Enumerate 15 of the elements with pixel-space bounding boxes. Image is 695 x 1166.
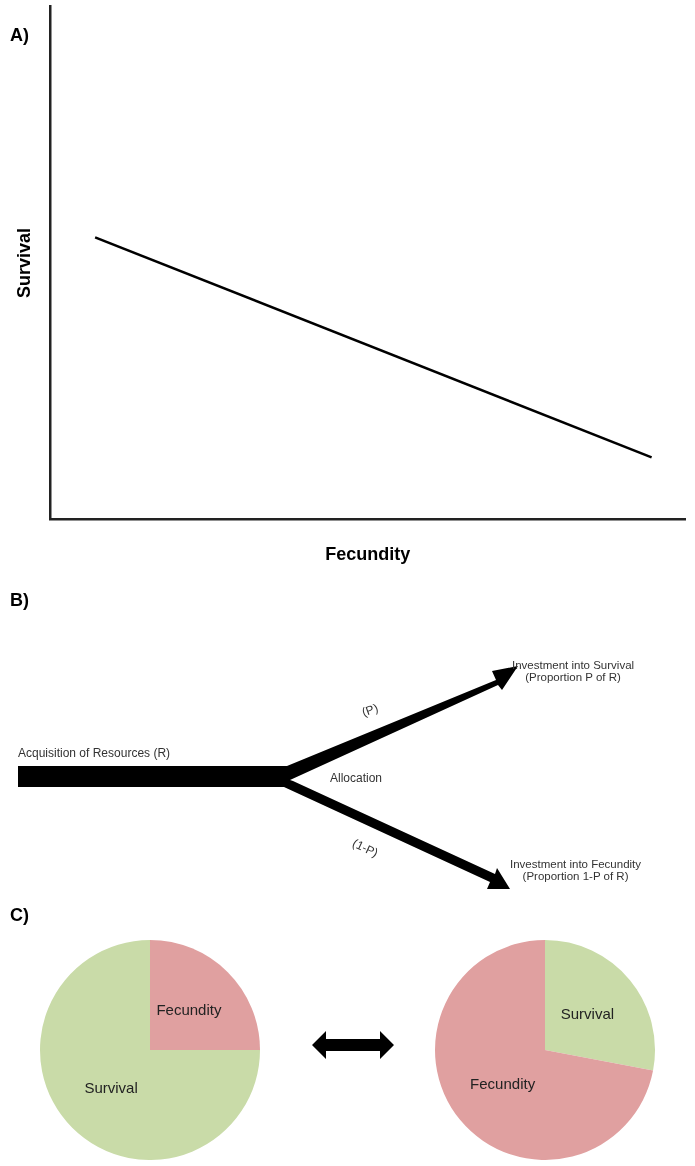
slice-label: Survival (84, 1079, 138, 1097)
chart-title: A) (10, 24, 29, 45)
text: Acquisition of Resources (R) (18, 746, 171, 760)
slice-label: Fecundity (156, 1001, 222, 1019)
text: Allocation (330, 771, 383, 785)
text: (P) (360, 700, 380, 720)
y-axis-title: Survival (13, 227, 34, 299)
text: B) (10, 590, 29, 611)
text: Investment into Survival (Proportion P of R) (512, 659, 635, 683)
text: (1-P) (350, 836, 381, 860)
slice-label: Fecundity (470, 1075, 536, 1093)
chart-title: C) (10, 905, 29, 926)
x-axis-title: Fecundity (325, 544, 411, 565)
text: Investment into Fecundity (Proportion 1-P of R) (510, 858, 642, 882)
slice-label: Survival (560, 1005, 615, 1023)
